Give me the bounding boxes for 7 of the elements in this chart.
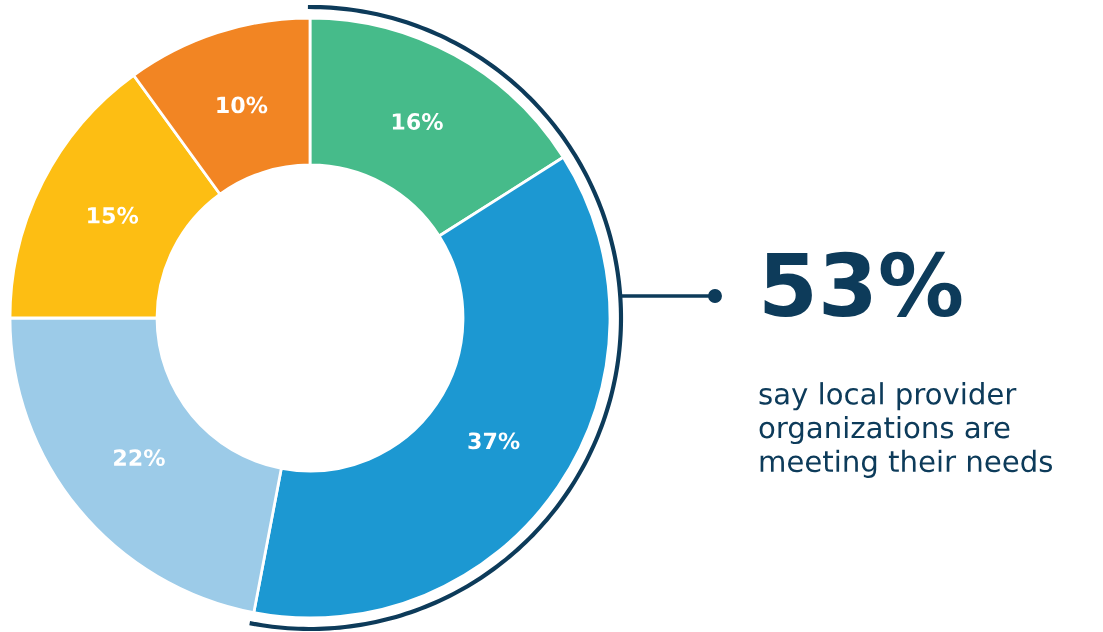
- data-label: 16%: [392, 113, 443, 130]
- data-label: 37%: [468, 432, 520, 450]
- data-label: 22%: [114, 449, 165, 466]
- text: 53%: [764, 251, 962, 317]
- data-label: 15%: [88, 206, 139, 224]
- data-label: 10%: [217, 96, 268, 114]
- text: say local provider organizations are meeting their needs: [759, 382, 1052, 478]
